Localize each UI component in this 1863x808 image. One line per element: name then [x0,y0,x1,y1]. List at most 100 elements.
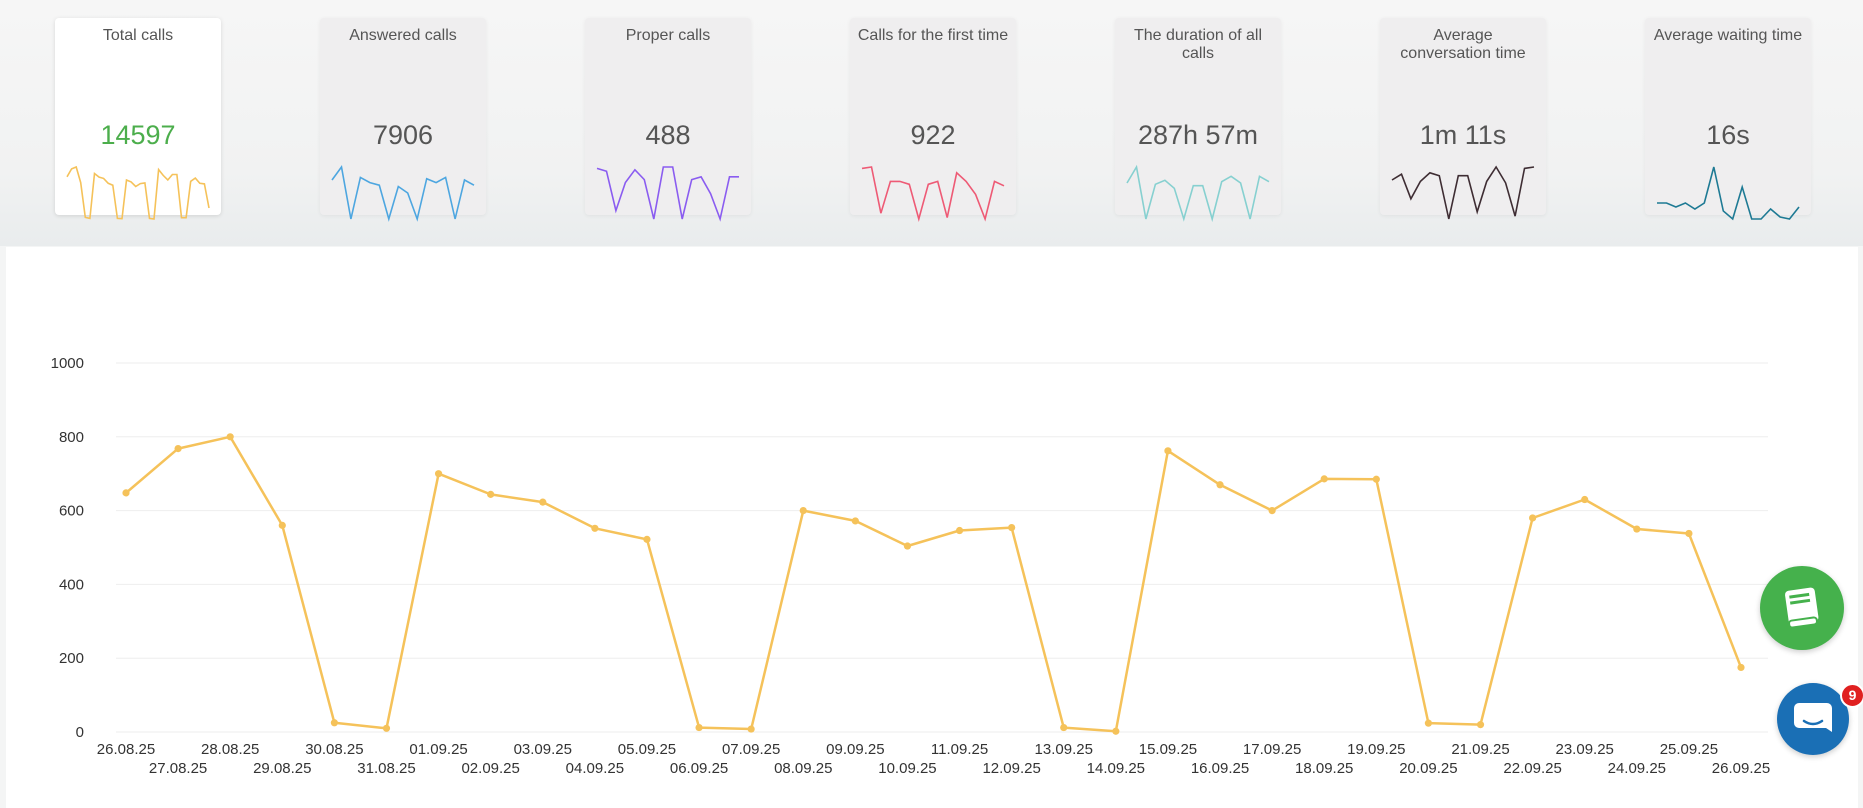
y-tick-label: 0 [76,724,84,741]
data-point [591,524,599,532]
data-point [1424,719,1433,727]
sparkline-path [66,165,210,220]
data-point [643,535,651,543]
data-point [1737,663,1745,672]
x-tick-label: 14.09.25 [1087,760,1145,777]
data-point [1216,481,1224,489]
kpi-card-4[interactable]: The duration of all calls 287h 57m [1115,18,1281,223]
data-point [1268,507,1276,515]
kpi-sparkline [331,165,475,222]
data-point [695,723,703,732]
x-tick-label: 30.08.25 [305,741,363,758]
data-point [1633,525,1641,533]
kpi-title: Average waiting time [1653,27,1803,44]
data-point [1685,529,1693,538]
x-tick-label: 17.09.25 [1243,741,1301,758]
data-point [799,507,807,515]
kpi-sparkline [861,166,1005,223]
kpi-title: Total calls [102,27,174,44]
chart-panel: 0 200 400 600 800 1000 26.08.25 27.08.25 28.08.2… [6,247,1858,808]
kpi-value: 922 [910,120,956,150]
data-point [1476,721,1485,729]
x-tick-label: 04.09.25 [566,760,624,777]
kpi-card-6[interactable]: Average waiting time 16s [1645,18,1811,221]
x-tick-label: 08.09.25 [774,760,832,777]
x-tick-label: 27.08.25 [149,760,207,777]
x-tick-label: 23.09.25 [1556,741,1614,758]
data-point [226,433,234,441]
data-point [434,470,443,478]
book-icon [1785,587,1819,629]
x-tick-label: 13.09.25 [1035,741,1093,758]
kpi-card-3[interactable]: Calls for the first time 922 [850,18,1016,223]
data-point [382,724,391,732]
sparkline-path [1657,166,1800,221]
kpi-title: Proper calls [625,27,711,44]
chat-icon [1794,703,1832,732]
data-point [903,542,912,550]
sparkline-path [1391,165,1535,220]
x-tick-label: 01.09.25 [409,741,467,758]
y-tick-label: 200 [59,650,84,667]
data-point [174,445,182,453]
x-tick-label: 02.09.25 [461,760,519,777]
x-tick-label: 05.09.25 [618,741,676,758]
data-point [1529,514,1537,522]
x-tick-label: 24.09.25 [1608,760,1666,777]
x-tick-label: 03.09.25 [514,741,572,758]
sparkline-path [1126,164,1270,223]
kpi-sparkline [66,165,210,220]
kpi-card-1[interactable]: Answered calls 7906 [320,18,486,222]
data-point [955,526,964,535]
chat-widget-button[interactable] [1777,683,1849,755]
kpi-title: The duration of all calls [1133,27,1263,62]
kpi-value: 7906 [372,120,434,150]
x-tick-label: 10.09.25 [878,760,936,777]
x-tick-label: 29.08.25 [253,760,311,777]
sparkline-path [331,165,475,222]
data-point [122,489,130,497]
data-point [747,725,755,733]
data-point [1320,475,1328,483]
kpi-value: 14597 [100,120,176,150]
calls-line-chart: 0 200 400 600 800 1000 26.08.25 27.08.25 28.08.2… [51,355,1771,777]
x-tick-label: 06.09.25 [670,760,728,777]
x-tick-label: 18.09.25 [1295,760,1353,777]
x-tick-label: 12.09.25 [982,760,1040,777]
kpi-sparkline [596,166,739,222]
x-tick-label: 16.09.25 [1191,760,1249,777]
data-point [278,521,286,529]
kpi-value: 16s [1706,120,1750,150]
x-tick-label: 28.08.25 [201,741,259,758]
kpi-card-0[interactable]: Total calls 14597 [55,18,221,220]
y-tick-label: 800 [59,429,84,446]
data-point [1372,475,1380,483]
data-point [539,498,547,506]
kpi-card-5[interactable]: Average conversation time 1m 11s [1380,18,1546,220]
data-point [851,517,859,525]
data-point [1581,495,1589,504]
data-point [1112,727,1120,735]
kpi-value: 1m 11s [1419,120,1507,150]
x-tick-label: 31.08.25 [357,760,415,777]
y-tick-label: 600 [59,503,84,520]
x-tick-label: 22.09.25 [1503,760,1561,777]
notification-badge: 9 [1840,683,1863,708]
kpi-row: Total calls 14597 Answered calls 7906 Proper… [0,0,1863,246]
y-tick-label: 1000 [51,355,84,372]
kpi-title: Answered calls [349,27,457,44]
kpi-card-2[interactable]: Proper calls 488 [585,18,751,222]
kpi-sparkline [1657,166,1800,221]
data-point [487,490,495,498]
kpi-value: 287h 57m [1137,120,1259,150]
knowledge-base-button[interactable] [1760,566,1844,650]
x-tick-label: 26.08.25 [97,741,155,758]
x-tick-label: 19.09.25 [1347,741,1405,758]
kpi-sparkline [1391,165,1535,220]
x-tick-label: 26.09.25 [1712,760,1770,777]
y-tick-label: 400 [59,576,84,593]
x-tick-label: 15.09.25 [1139,741,1197,758]
sparkline-path [861,166,1005,223]
x-tick-label: 07.09.25 [722,741,780,758]
x-tick-label: 20.09.25 [1399,760,1457,777]
